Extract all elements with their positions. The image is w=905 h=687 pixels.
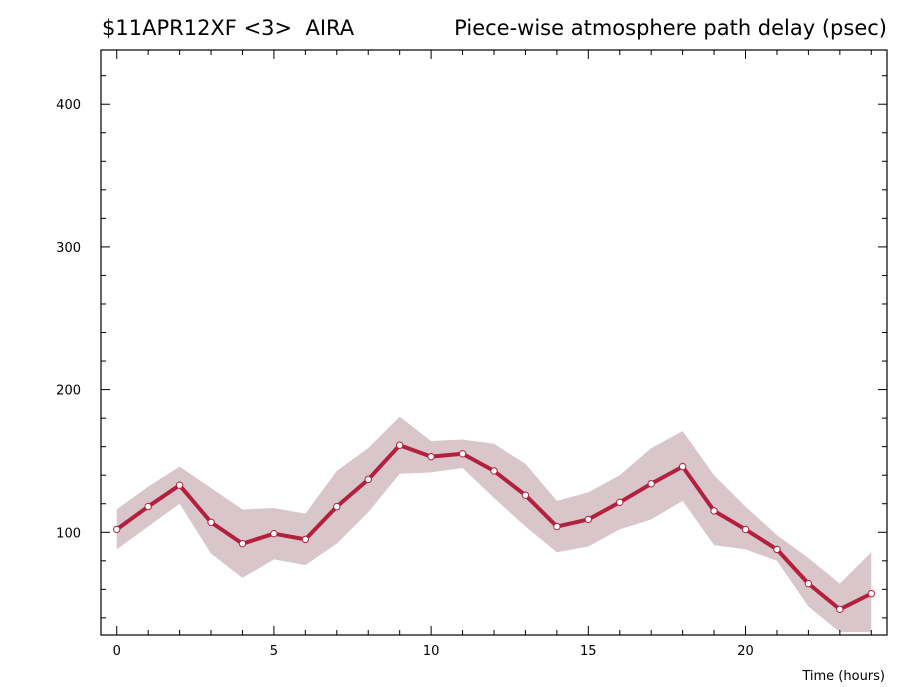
x-tick-label: 10: [423, 644, 440, 659]
chart-title: Piece-wise atmosphere path delay (psec): [454, 16, 887, 40]
data-point: [270, 529, 278, 538]
data-markers: [113, 441, 875, 614]
data-point: [175, 481, 184, 489]
uncertainty-band: [116, 416, 872, 633]
data-point: [647, 480, 655, 488]
data-point: [144, 502, 152, 511]
data-point: [804, 579, 813, 588]
series-band-0: [116, 416, 872, 633]
data-point: [238, 539, 247, 548]
y-tick-label: 100: [56, 526, 81, 541]
data-point: [616, 498, 624, 507]
data-point: [678, 462, 687, 471]
chart-subtitle: $11APR12XF <3> AIRA: [102, 16, 355, 40]
data-point: [364, 475, 372, 484]
data-point: [584, 515, 593, 524]
data-point: [395, 441, 404, 449]
data-point: [301, 535, 310, 544]
y-tick-label: 200: [56, 384, 81, 399]
y-tick-label: 300: [56, 241, 81, 256]
x-tick-label: 20: [737, 644, 754, 659]
x-tick-label: 15: [580, 644, 597, 659]
data-point: [207, 518, 215, 526]
axis-tick-labels: 0 5 10 15 20 100 200 300 400: [56, 98, 754, 659]
data-point: [333, 502, 341, 511]
data-point: [521, 491, 530, 499]
data-point: [773, 545, 781, 554]
data-point: [741, 525, 750, 534]
data-point: [427, 452, 435, 461]
axis-ticks: [101, 50, 887, 635]
x-tick-label: 0: [113, 644, 121, 659]
data-point: [553, 522, 561, 531]
data-point: [458, 450, 467, 458]
data-point: [710, 507, 718, 515]
data-point: [113, 525, 121, 534]
data-point: [836, 605, 844, 614]
x-axis-label: Time (hours): [801, 669, 885, 684]
x-tick-label: 5: [270, 644, 278, 659]
data-point: [867, 589, 875, 598]
y-tick-label: 400: [56, 98, 81, 113]
data-point: [490, 467, 498, 475]
